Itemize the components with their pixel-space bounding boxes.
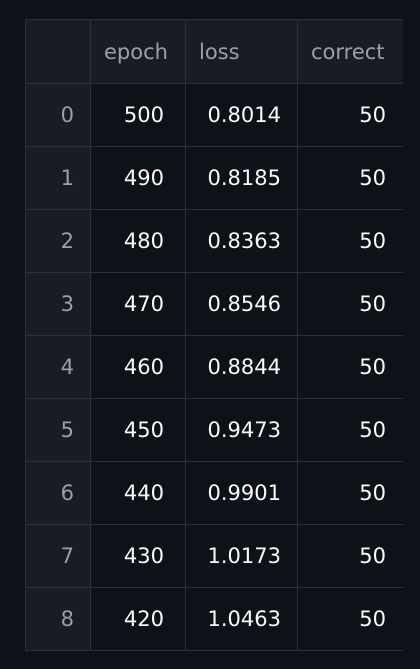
cell-loss[interactable]: 0.8546 — [185, 272, 298, 336]
row-index: 7 — [25, 524, 91, 588]
cell-epoch[interactable]: 500 — [90, 83, 186, 147]
cell-loss[interactable]: 0.9901 — [185, 461, 298, 525]
table-row: 7 430 1.0173 50 — [25, 524, 403, 588]
row-index: 3 — [25, 272, 91, 336]
cell-epoch[interactable]: 460 — [90, 335, 186, 399]
cell-epoch[interactable]: 420 — [90, 587, 186, 651]
table-row: 5 450 0.9473 50 — [25, 398, 403, 462]
cell-loss[interactable]: 0.8014 — [185, 83, 298, 147]
cell-epoch[interactable]: 480 — [90, 209, 186, 273]
cell-epoch[interactable]: 470 — [90, 272, 186, 336]
index-column-header — [25, 19, 91, 84]
cell-loss[interactable]: 0.9473 — [185, 398, 298, 462]
cell-loss[interactable]: 1.0463 — [185, 587, 298, 651]
cell-correct[interactable]: 50 — [297, 461, 403, 525]
column-header-epoch[interactable]: epoch — [90, 19, 186, 84]
column-header-loss[interactable]: loss — [185, 19, 298, 84]
cell-correct[interactable]: 50 — [297, 524, 403, 588]
cell-epoch[interactable]: 490 — [90, 146, 186, 210]
cell-correct[interactable]: 50 — [297, 272, 403, 336]
data-table: epoch loss correct 0 500 0.8014 50 1 490… — [25, 19, 403, 651]
cell-epoch[interactable]: 430 — [90, 524, 186, 588]
row-index: 5 — [25, 398, 91, 462]
cell-loss[interactable]: 1.0173 — [185, 524, 298, 588]
cell-epoch[interactable]: 450 — [90, 398, 186, 462]
table-row: 8 420 1.0463 50 — [25, 587, 403, 651]
column-header-correct[interactable]: correct — [297, 19, 403, 84]
header-row: epoch loss correct — [25, 19, 403, 84]
table-body: 0 500 0.8014 50 1 490 0.8185 50 2 480 0.… — [25, 83, 403, 651]
dataframe-table[interactable]: epoch loss correct 0 500 0.8014 50 1 490… — [25, 19, 403, 669]
table-row: 2 480 0.8363 50 — [25, 209, 403, 273]
table-row: 6 440 0.9901 50 — [25, 461, 403, 525]
table-row: 3 470 0.8546 50 — [25, 272, 403, 336]
cell-epoch[interactable]: 440 — [90, 461, 186, 525]
cell-correct[interactable]: 50 — [297, 335, 403, 399]
row-index: 0 — [25, 83, 91, 147]
row-index: 1 — [25, 146, 91, 210]
table-row: 4 460 0.8844 50 — [25, 335, 403, 399]
row-index: 6 — [25, 461, 91, 525]
row-index: 8 — [25, 587, 91, 651]
cell-correct[interactable]: 50 — [297, 587, 403, 651]
cell-correct[interactable]: 50 — [297, 146, 403, 210]
table-row: 0 500 0.8014 50 — [25, 83, 403, 147]
row-index: 4 — [25, 335, 91, 399]
cell-correct[interactable]: 50 — [297, 209, 403, 273]
table-header: epoch loss correct — [25, 19, 403, 84]
cell-loss[interactable]: 0.8844 — [185, 335, 298, 399]
table-row: 1 490 0.8185 50 — [25, 146, 403, 210]
row-index: 2 — [25, 209, 91, 273]
cell-loss[interactable]: 0.8185 — [185, 146, 298, 210]
cell-correct[interactable]: 50 — [297, 83, 403, 147]
cell-loss[interactable]: 0.8363 — [185, 209, 298, 273]
cell-correct[interactable]: 50 — [297, 398, 403, 462]
